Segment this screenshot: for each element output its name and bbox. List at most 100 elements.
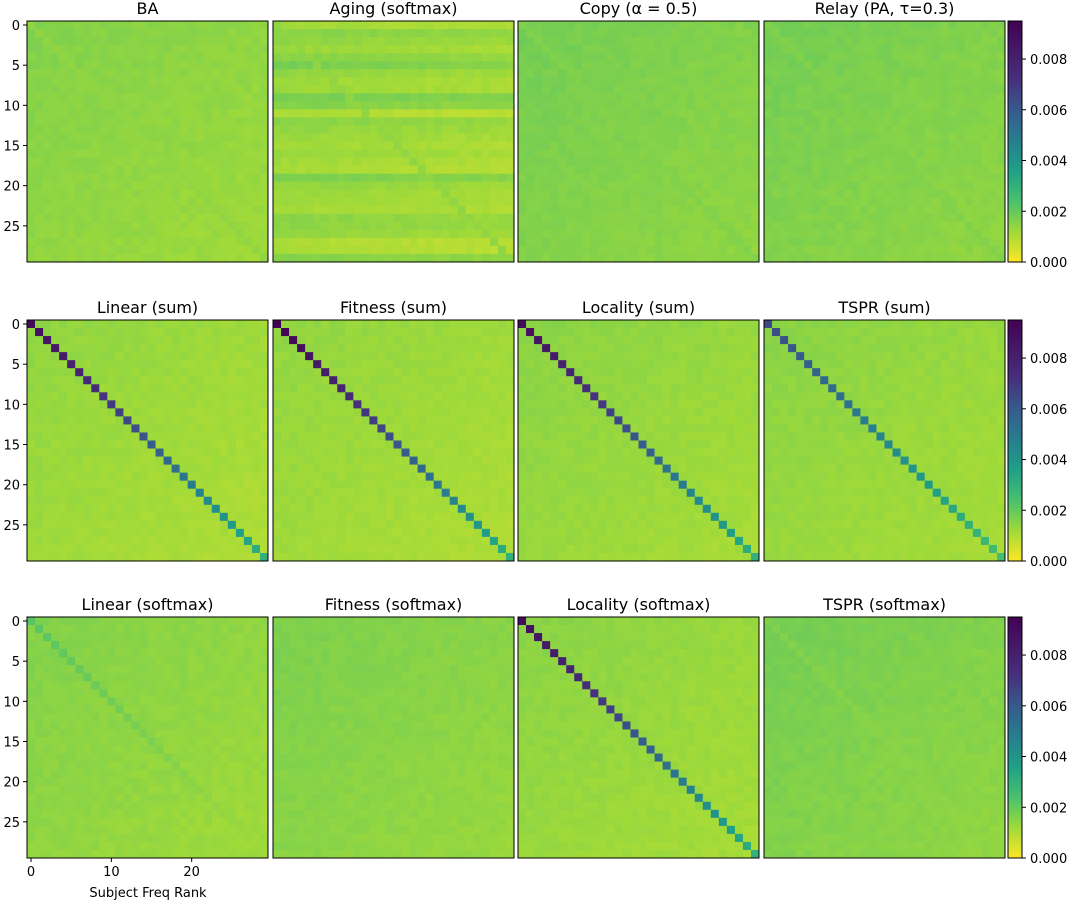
heatmap-cell <box>558 189 567 199</box>
heatmap-cell <box>369 189 378 199</box>
heatmap-cell <box>662 181 672 191</box>
heatmap-cell <box>401 93 410 102</box>
heatmap-cell <box>678 173 688 183</box>
heatmap-cell <box>219 520 229 530</box>
heatmap-cell <box>542 37 551 46</box>
heatmap-cell <box>726 189 736 199</box>
heatmap-cell <box>670 245 680 255</box>
heatmap-cell <box>305 376 314 385</box>
heatmap-cell <box>638 61 647 70</box>
heatmap-cell <box>457 189 467 199</box>
heatmap-cell <box>91 77 100 86</box>
heatmap-cell <box>35 253 44 263</box>
heatmap-cell <box>235 528 245 538</box>
heatmap-cell <box>473 424 483 433</box>
heatmap-cell <box>195 552 205 562</box>
heatmap-cell <box>67 157 76 166</box>
heatmap-cell <box>678 37 688 46</box>
heatmap-cell <box>289 141 298 150</box>
heatmap-cell <box>281 320 290 329</box>
heatmap-cell <box>964 165 974 175</box>
heatmap-cell <box>457 400 467 409</box>
heatmap-cell <box>219 376 229 385</box>
heatmap-cell <box>441 229 451 239</box>
heatmap-cell <box>243 528 253 538</box>
heatmap-cell <box>598 173 607 183</box>
heatmap-cell <box>948 101 958 110</box>
heatmap-cell <box>473 400 483 409</box>
heatmap-cell <box>876 149 885 158</box>
heatmap-cell <box>393 117 402 126</box>
heatmap-cell <box>534 189 543 199</box>
heatmap-cell <box>932 69 942 78</box>
heatmap-cell <box>99 328 108 337</box>
heatmap-cell <box>219 344 229 353</box>
heatmap-cell <box>123 328 132 337</box>
heatmap-cell <box>75 368 84 377</box>
heatmap-cell <box>654 29 663 38</box>
heatmap-cell <box>155 221 164 231</box>
heatmap-cell <box>449 189 459 199</box>
heatmap-cell <box>505 109 515 118</box>
heatmap-cell <box>179 352 189 361</box>
heatmap-cell <box>243 408 253 417</box>
heatmap-cell <box>179 157 189 166</box>
heatmap-cell <box>131 117 140 126</box>
heatmap-cell <box>131 237 140 247</box>
heatmap-cell <box>868 237 877 247</box>
heatmap-cell <box>179 440 189 449</box>
heatmap-cell <box>804 61 813 70</box>
heatmap-cell <box>59 109 68 118</box>
heatmap-cell <box>566 133 575 142</box>
heatmap-cell <box>155 117 164 126</box>
heatmap-cell <box>43 520 52 530</box>
panel-title: Relay (PA, τ=0.3) <box>815 0 955 18</box>
heatmap-cell <box>409 85 418 94</box>
heatmap-cell <box>582 93 591 102</box>
heatmap-cell <box>313 376 322 385</box>
heatmap-cell <box>91 213 100 223</box>
heatmap-cell <box>892 245 901 255</box>
heatmap-cell <box>211 213 221 223</box>
heatmap-cell <box>542 21 551 30</box>
heatmap-cell <box>497 29 507 38</box>
heatmap-cell <box>908 77 918 86</box>
heatmap-cell <box>91 157 100 166</box>
heatmap-cell <box>710 213 720 223</box>
heatmap-cell <box>764 69 773 78</box>
heatmap-cell <box>107 552 116 562</box>
heatmap-cell <box>550 213 559 223</box>
heatmap-cell <box>449 360 459 369</box>
heatmap-cell <box>417 336 427 345</box>
heatmap-cell <box>59 536 68 546</box>
heatmap-cell <box>860 85 869 94</box>
heatmap-cell <box>940 117 950 126</box>
heatmap-cell <box>251 173 261 183</box>
heatmap-cell <box>393 149 402 158</box>
heatmap-cell <box>369 368 378 377</box>
heatmap-cell <box>449 245 459 255</box>
heatmap-cell <box>884 109 893 118</box>
heatmap-cell <box>574 221 583 231</box>
heatmap-cell <box>622 237 631 247</box>
heatmap-cell <box>251 85 261 94</box>
heatmap-cell <box>393 181 402 191</box>
heatmap-cell <box>211 384 221 393</box>
heatmap-cell <box>598 93 607 102</box>
heatmap-cell <box>900 157 909 166</box>
heatmap-cell <box>179 77 189 86</box>
heatmap-cell <box>377 328 386 337</box>
heatmap-cell <box>694 21 704 30</box>
heatmap-cell <box>505 133 515 142</box>
heatmap-cell <box>219 61 229 70</box>
heatmap-cell <box>473 408 483 417</box>
heatmap-cell <box>43 344 52 353</box>
heatmap-cell <box>171 21 181 30</box>
heatmap-cell <box>123 464 132 474</box>
heatmap-cell <box>441 45 451 54</box>
heatmap-cell <box>804 205 813 215</box>
heatmap-cell <box>409 424 418 433</box>
heatmap-cell <box>718 189 728 199</box>
heatmap-cell <box>788 21 797 30</box>
heatmap-cell <box>742 237 752 247</box>
